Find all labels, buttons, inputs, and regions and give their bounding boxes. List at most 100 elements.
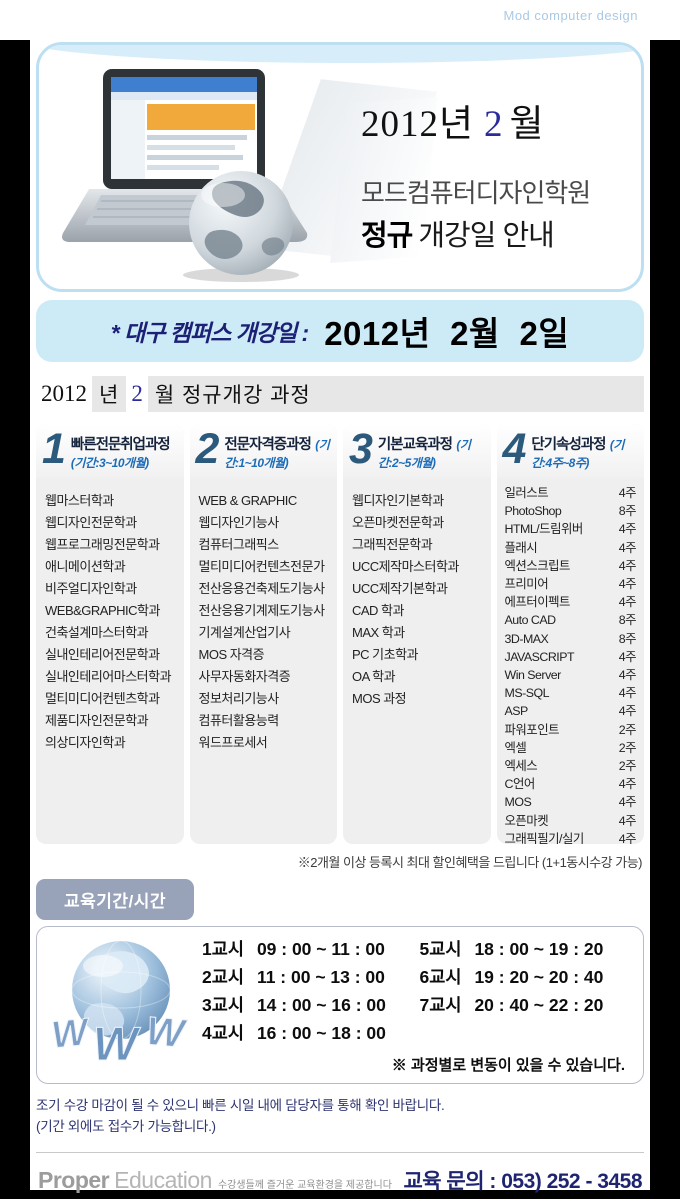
- course-columns: 1 빠른전문취업과정 (기간:3~10개월) 웹마스터학과 웹디자인전문학과 웹…: [36, 424, 644, 844]
- logo-tagline: 수강생들께 즐거운 교육환경을 제공합니다: [217, 1179, 392, 1191]
- laptop-globe-image: [62, 69, 308, 282]
- header-subtitle-rest: 개강일 안내: [418, 220, 554, 252]
- top-strip: Mod computer design: [0, 0, 680, 40]
- column-title: 전문자격증과정: [224, 437, 311, 453]
- header-year-suffix: 년: [439, 104, 475, 145]
- blue-swoosh-decoration: [39, 45, 641, 63]
- campus-banner-date: 2012년 2월 2일: [324, 315, 570, 352]
- course-duration: 4주: [618, 668, 637, 683]
- list-item: 에프터이펙트 4주: [505, 593, 637, 611]
- header-year: 2012: [361, 104, 439, 145]
- course-duration: 4주: [618, 795, 637, 810]
- list-item: 실내인테리어전문학과: [45, 647, 160, 662]
- column-period: (기간:2~5개월): [377, 438, 471, 470]
- list-item: C언어 4주: [505, 775, 637, 793]
- list-item: 오픈마켓전문학과: [352, 515, 444, 530]
- course-duration: 2주: [618, 740, 637, 755]
- header-month-suffix: 월: [509, 104, 545, 145]
- list-item: 제품디자인전문학과: [45, 713, 149, 728]
- list-item: ASP 4주: [505, 702, 637, 720]
- period-row: 7교시 20 : 40 ~ 22 : 20: [419, 994, 604, 1015]
- list-item: 웹마스터학과: [45, 493, 114, 508]
- period-row: 2교시 11 : 00 ~ 13 : 00: [202, 966, 385, 987]
- list-item: 의상디자인학과: [45, 735, 126, 750]
- campus-banner-label: * 대구 캠퍼스 개강일 :: [110, 320, 309, 346]
- svg-text:W: W: [144, 1009, 189, 1056]
- column-header: 1 빠른전문취업과정 (기간:3~10개월): [36, 424, 184, 478]
- column-period: (기간:1~10개월): [224, 438, 330, 470]
- list-item: 플래시 4주: [505, 539, 637, 557]
- list-item: Win Server 4주: [505, 666, 637, 684]
- list-item: 웹디자인기능사: [198, 515, 280, 530]
- schedule-variation-note: ※ 과정별로 변동이 있을 수 있습니다.: [391, 1056, 625, 1074]
- course-column-3: 3 기본교육과정 (기간:2~5개월) 웹디자인기본학과 오픈마켓전문학과 그래…: [343, 424, 491, 844]
- course-duration: 4주: [618, 777, 637, 792]
- svg-text:W: W: [93, 1017, 141, 1070]
- header-subtitle: 정규 개강일 안내: [361, 212, 641, 254]
- column-number: 1: [42, 425, 66, 473]
- list-item: 웹디자인기본학과: [352, 493, 444, 508]
- list-item: WEB&GRAPHIC학과: [45, 603, 160, 618]
- list-item: UCC제작기본학과: [352, 581, 448, 596]
- www-globe-image: W W W: [49, 940, 189, 1071]
- discount-note: ※2개월 이상 등록시 최대 할인혜택을 드립니다 (1+1동시수강 가능): [297, 855, 643, 870]
- course-column-4: 4 단기속성과정 (기간:4주~8주) 일러스트 4주 PhotoShop 8주 H…: [496, 424, 645, 844]
- column-course-list: 일러스트 4주 PhotoShop 8주 HTML/드림위버 4주 플래시 4주 엑션스…: [497, 478, 645, 844]
- list-item: 웹디자인전문학과: [45, 515, 137, 530]
- header-date-line: 2012년 2 월: [361, 93, 641, 147]
- list-item: PC 기초학과: [352, 647, 419, 662]
- column-number: 2: [195, 425, 220, 473]
- column-number: 3: [349, 425, 373, 473]
- list-item: OA 학과: [352, 669, 396, 684]
- list-item: 그래픽필기/실기 4주: [505, 830, 637, 844]
- list-item: PhotoShop 8주: [505, 502, 637, 520]
- list-item: Auto CAD 8주: [505, 611, 637, 629]
- column-course-list: 웹마스터학과 웹디자인전문학과 웹프로그래밍전문학과 애니메이션학과 비주얼디자…: [36, 478, 184, 766]
- course-column-1: 1 빠른전문취업과정 (기간:3~10개월) 웹마스터학과 웹디자인전문학과 웹…: [36, 424, 184, 844]
- course-duration: 4주: [618, 558, 637, 573]
- list-item: 멀티미디어컨텐츠학과: [45, 691, 160, 706]
- list-item: 파워포인트 2주: [505, 721, 637, 739]
- course-column-2: 2 전문자격증과정 (기간:1~10개월) WEB & GRAPHIC 웹디자인…: [189, 424, 338, 844]
- column-header: 3 기본교육과정 (기간:2~5개월): [343, 424, 491, 478]
- list-item: 사무자동화자격증: [198, 669, 291, 684]
- list-item: 전산응용건축제도기능사: [198, 581, 326, 596]
- column-number: 4: [502, 425, 527, 473]
- period-row: 3교시 14 : 00 ~ 16 : 00: [202, 994, 386, 1015]
- section-month: 2: [126, 376, 148, 412]
- header-month: 2: [484, 104, 504, 145]
- header-text-block: 2012년 2 월 모드컴퓨터디자인학원 정규 개강일 안내: [361, 93, 641, 254]
- course-duration: 8주: [618, 613, 637, 628]
- column-title: 빠른전문취업과정: [70, 437, 171, 453]
- contact-phone: 교육 문의 : 053) 252 - 3458: [403, 1169, 642, 1193]
- course-duration: 8주: [618, 631, 637, 646]
- list-item: 멀티미디어컨텐츠전문가: [198, 559, 326, 574]
- list-item: 일러스트 4주: [505, 484, 637, 502]
- bottom-notices: 조기 수강 마감이 될 수 있으니 빠른 시일 내에 담당자를 통해 확인 바랍…: [36, 1096, 644, 1138]
- list-item: 전산응용기계제도기능사: [198, 603, 326, 618]
- notice-line-1: 조기 수강 마감이 될 수 있으니 빠른 시일 내에 담당자를 통해 확인 바랍…: [36, 1098, 445, 1113]
- column-course-list: WEB & GRAPHIC 웹디자인기능사 컴퓨터그래픽스 멀티미디어컨텐츠전문…: [190, 478, 338, 766]
- list-item: 실내인테리어마스터학과: [45, 669, 172, 684]
- list-item: 컴퓨터활용능력: [198, 713, 280, 728]
- list-item: 정보처리기능사: [198, 691, 280, 706]
- period-row: 1교시 09 : 00 ~ 11 : 00: [202, 938, 385, 959]
- course-duration: 4주: [618, 831, 637, 844]
- column-header: 2 전문자격증과정 (기간:1~10개월): [189, 424, 337, 478]
- column-period: (기간:4주~8주): [531, 438, 624, 470]
- brand-watermark: Mod computer design: [503, 8, 638, 23]
- period-row: 6교시 19 : 20 ~ 20 : 40: [419, 966, 604, 987]
- list-item: MOS 자격증: [198, 647, 265, 662]
- column-header: 4 단기속성과정 (기간:4주~8주): [496, 424, 644, 478]
- logo-text-bold: Proper: [38, 1166, 110, 1193]
- list-item: HTML/드림위버 4주: [505, 520, 637, 538]
- course-duration: 4주: [618, 540, 637, 555]
- class-time-table: 1교시 09 : 00 ~ 11 : 00 5교시 18 : 00 ~ 19 : 2…: [200, 936, 635, 1075]
- list-item: JAVASCRIPT 4주: [505, 648, 637, 666]
- column-title: 단기속성과정: [531, 437, 606, 453]
- footer: Proper Education 수강생들께 즐거운 교육환경을 제공합니다 교…: [36, 1151, 644, 1195]
- column-title: 기본교육과정: [377, 437, 453, 453]
- course-duration: 4주: [618, 686, 637, 701]
- section-title-rest: 월 정규개강 과정: [154, 384, 311, 407]
